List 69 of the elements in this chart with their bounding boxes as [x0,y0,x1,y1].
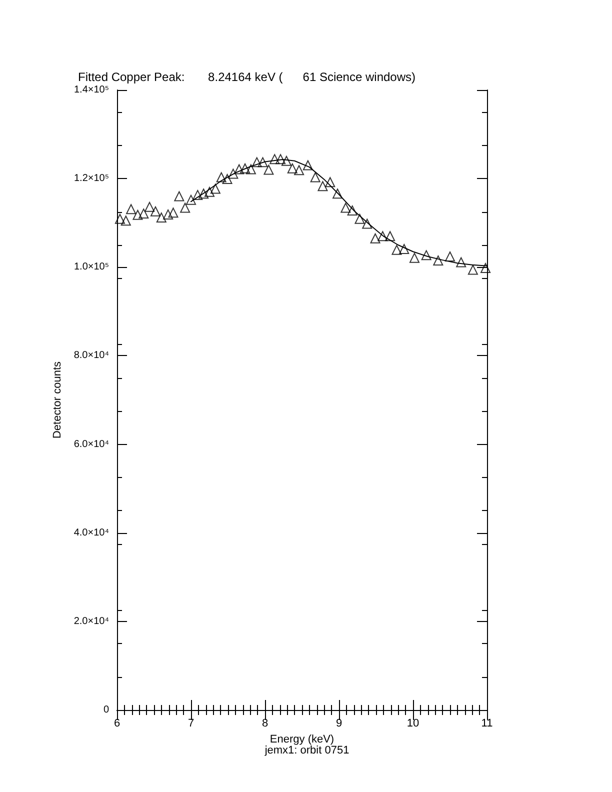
point [192,190,203,200]
point [325,177,336,188]
y-axis-title: Detector counts [51,360,64,439]
point [318,181,328,192]
point [150,206,160,216]
point [385,231,396,242]
point [302,160,313,170]
x-tick-label: 9 [336,718,342,730]
point [240,163,250,174]
point [281,156,292,166]
y-tick-label: 6.0×10⁴ [74,438,109,450]
point [445,252,455,262]
point [378,231,388,242]
point [332,188,343,199]
point [409,252,420,263]
y-tick-label: 0 [103,704,110,716]
point [258,157,268,168]
point [222,174,232,184]
point [370,233,380,244]
point [132,210,143,220]
point [294,165,304,176]
point [287,163,298,174]
point [340,202,351,213]
point [354,214,365,224]
point [264,164,274,175]
y-tick-label: 1.0×10⁵ [74,262,109,273]
y-tick-label: 4.0×10⁴ [74,527,109,538]
point [480,263,491,274]
point [421,250,432,260]
chart-title: Fitted Copper Peak: 8.24164 keV ( 61 Science windows) [78,70,416,84]
point [126,204,136,214]
point [234,164,244,174]
point [246,164,256,174]
x-tick-label: 10 [406,718,420,730]
text: jemx1: orbit 0751 [264,744,350,756]
point [180,202,190,213]
y-tick-label: 1.2×10⁵ [74,173,109,184]
point [468,264,478,275]
y-tick-label: 1.4×10⁵ [74,84,109,96]
point [174,191,184,202]
x-axis-title: Energy (keV) [270,733,334,746]
point [186,194,196,205]
x-tick-label: 8 [262,718,268,730]
point [198,188,209,199]
point [270,154,280,164]
point [392,244,402,255]
point [144,202,155,212]
point [347,205,358,216]
point [362,218,372,229]
point [168,208,178,218]
point [310,172,320,182]
point [399,244,410,254]
x-tick-label: 11 [481,718,493,730]
point [433,256,444,266]
y-tick-label: 2.0×10⁴ [74,616,109,627]
point [204,186,214,197]
point [456,257,466,268]
point [252,157,262,168]
x-tick-label: 6 [114,718,120,730]
point [216,172,226,182]
point [120,216,131,226]
point [138,208,149,219]
y-tick-label: 8.0×10⁴ [74,350,109,362]
point [114,214,125,224]
point [210,184,220,194]
point [156,212,166,223]
point [276,154,286,164]
point [163,209,174,220]
point [228,168,238,179]
